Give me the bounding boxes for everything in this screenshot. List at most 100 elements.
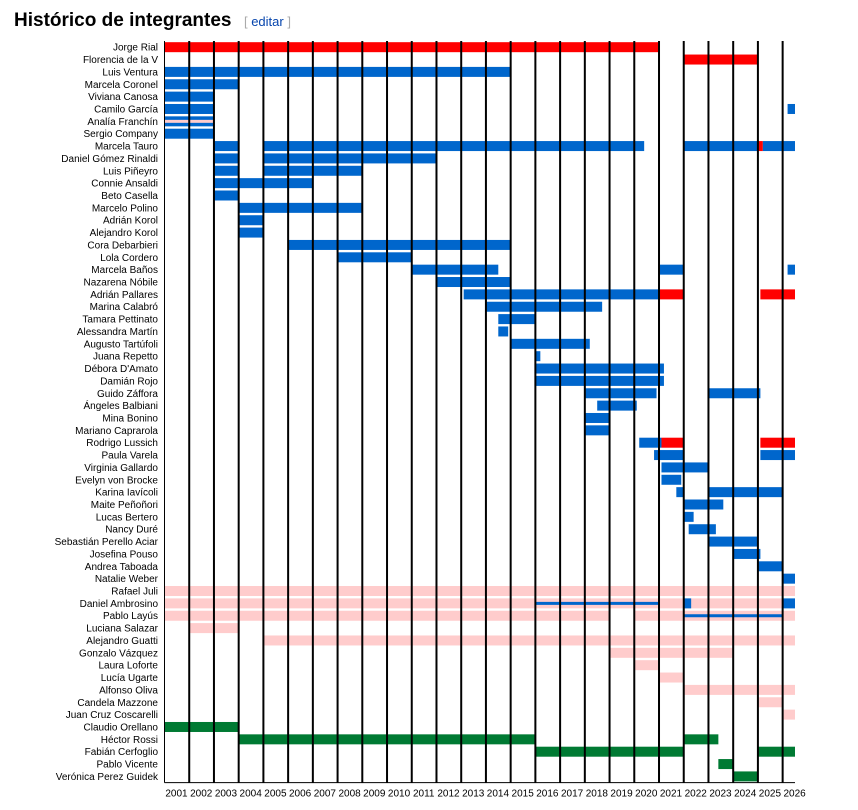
member-label: Jorge Rial <box>113 43 158 54</box>
member-label: Luis Ventura <box>102 67 158 78</box>
member-label: Marcelo Polino <box>92 203 159 214</box>
member-label: Juan Cruz Coscarelli <box>66 710 158 721</box>
member-bar <box>510 338 590 349</box>
member-label: Ángeles Balbiani <box>84 399 159 412</box>
member-bar <box>654 450 684 461</box>
member-bar <box>288 239 511 250</box>
page-header: Histórico de integrantes [ editar ] <box>14 10 291 36</box>
year-tick-label: 2020 <box>635 789 658 800</box>
year-tick-label: 2024 <box>734 789 757 800</box>
member-label: Virginia Gallardo <box>84 463 158 474</box>
year-tick-label: 2011 <box>413 789 435 800</box>
member-label: Gonzalo Vázquez <box>79 648 158 659</box>
member-bar <box>535 375 664 386</box>
member-bar <box>760 450 795 461</box>
member-label: Lucía Ugarte <box>101 673 159 684</box>
member-label: Josefina Pouso <box>90 549 159 560</box>
member-bar <box>164 721 239 732</box>
member-bar <box>609 647 734 658</box>
member-bar <box>683 598 692 609</box>
member-label: Analía Franchín <box>87 117 158 128</box>
year-tick-label: 2018 <box>586 789 609 800</box>
member-bar <box>263 153 437 164</box>
member-bar <box>463 289 660 300</box>
member-bar <box>584 412 610 423</box>
member-bar <box>535 351 541 362</box>
member-bar <box>733 548 761 559</box>
member-label: Cora Debarbieri <box>87 240 158 251</box>
member-label: Beto Casella <box>101 191 158 202</box>
member-label: Mina Bonino <box>102 413 158 424</box>
year-tick-label: 2014 <box>487 789 510 800</box>
year-tick-label: 2004 <box>240 789 263 800</box>
member-bar <box>762 141 795 152</box>
member-bar <box>683 734 719 745</box>
edit-link-wrapper: [ editar ] <box>244 14 291 29</box>
year-tick-label: 2006 <box>289 789 312 800</box>
member-label: Guido Záffora <box>97 389 158 400</box>
member-label: Augusto Tartúfoli <box>84 339 158 350</box>
member-bar <box>782 573 795 584</box>
member-bar <box>213 190 239 201</box>
year-tick-label: 2009 <box>363 789 386 800</box>
member-bar <box>213 141 239 152</box>
edit-link[interactable]: editar <box>251 14 284 29</box>
member-label: Claudio Orellano <box>84 722 159 733</box>
member-label: Pablo Vicente <box>96 760 158 771</box>
member-bar <box>436 277 511 288</box>
member-label: Karina Iavícoli <box>95 488 158 499</box>
edit-bracket-open: [ <box>243 14 248 29</box>
member-label: Nazarena Nóbile <box>84 278 159 289</box>
member-bar <box>164 598 783 609</box>
member-bar <box>683 141 758 152</box>
member-label: Florencia de la V <box>83 55 158 66</box>
member-label: Alfonso Oliva <box>99 685 158 696</box>
member-label: Marcela Baños <box>91 265 158 276</box>
member-label: Marcela Tauro <box>95 142 159 153</box>
member-bar <box>787 103 795 114</box>
member-bar <box>639 437 662 448</box>
member-bar <box>659 264 684 275</box>
member-label: Nancy Duré <box>105 525 158 536</box>
member-bar <box>757 746 795 757</box>
member-bar <box>238 227 264 238</box>
year-tick-label: 2013 <box>462 789 485 800</box>
member-label: Tamara Pettinato <box>82 315 158 326</box>
member-bar <box>337 252 412 263</box>
member-label: Rafael Juli <box>111 587 158 598</box>
member-bar <box>498 314 536 325</box>
member-label: Daniel Gómez Rinaldi <box>61 154 158 165</box>
member-label: Adrián Pallares <box>90 290 158 301</box>
member-bar <box>661 474 682 485</box>
ticks-layer: 2001 2002 2003 2004 2005 2006 2007 2008 2009 2010… <box>165 789 806 800</box>
member-bar <box>584 425 610 436</box>
member-label: Fabián Cerfoglio <box>85 747 159 758</box>
member-bar <box>683 54 758 65</box>
member-bar <box>238 215 264 226</box>
member-bar <box>659 289 684 300</box>
member-label: Sebastián Perello Aciar <box>55 537 159 548</box>
member-bar <box>498 326 509 337</box>
member-label: Pablo Layús <box>103 611 158 622</box>
member-bar <box>535 601 660 605</box>
member-label: Adrián Korol <box>103 216 158 227</box>
member-bar <box>782 598 795 609</box>
member-bar <box>164 79 239 90</box>
member-label: Luciana Salazar <box>86 624 158 635</box>
member-label: Mariano Caprarola <box>75 426 158 437</box>
member-label: Natalie Weber <box>95 574 159 585</box>
year-tick-label: 2001 <box>165 789 188 800</box>
year-tick-label: 2010 <box>388 789 411 800</box>
grid-layer <box>164 41 795 784</box>
member-label: Camilo García <box>94 104 158 115</box>
year-tick-label: 2015 <box>512 789 535 800</box>
member-bar <box>634 660 660 671</box>
member-label: Verónica Perez Guidek <box>56 772 159 783</box>
page-title: Histórico de integrantes <box>14 10 232 31</box>
member-label: Viviana Canosa <box>88 92 158 103</box>
member-bar <box>213 153 239 164</box>
member-label: Alejandro Guatti <box>86 636 158 647</box>
member-label: Daniel Ambrosino <box>80 599 159 610</box>
member-bar <box>757 141 763 152</box>
member-bar <box>708 388 761 399</box>
